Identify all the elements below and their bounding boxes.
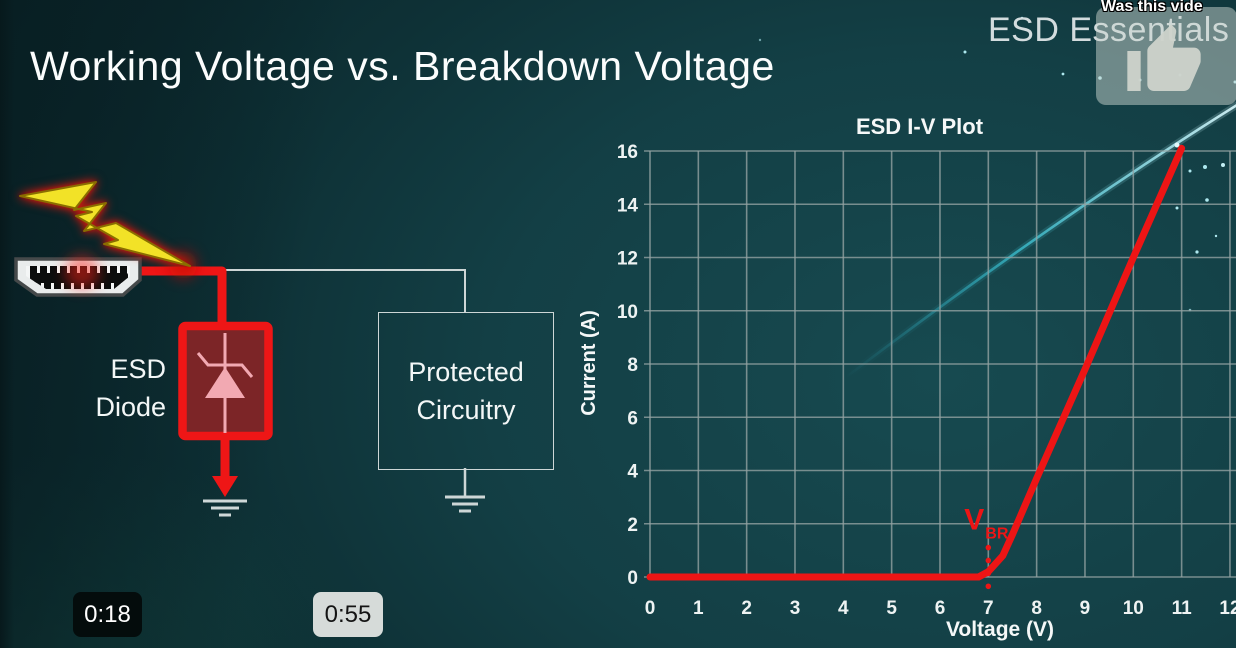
timestamp-current: 0:18 xyxy=(73,592,142,637)
x-tick-label: 12 xyxy=(1219,598,1236,619)
strike-glow xyxy=(65,255,99,289)
x-tick-label: 8 xyxy=(1031,598,1042,619)
x-tick-label: 0 xyxy=(645,598,656,619)
ground-arrow xyxy=(212,438,238,497)
x-tick-label: 2 xyxy=(741,598,752,619)
y-tick-label: 6 xyxy=(627,408,638,429)
x-tick-label: 1 xyxy=(693,598,704,619)
y-tick-label: 2 xyxy=(627,515,638,536)
timestamp-marker[interactable]: 0:55 xyxy=(313,592,383,637)
lightning-bolt-icon xyxy=(19,181,191,267)
light-streak xyxy=(844,104,1236,380)
chart-title: ESD I-V Plot xyxy=(855,114,984,139)
chart-y-axis-label: Current (A) xyxy=(578,310,600,416)
x-tick-label: 4 xyxy=(838,598,849,619)
vbr-label-subscript: BR xyxy=(985,526,1009,543)
x-tick-label: 9 xyxy=(1080,598,1091,619)
esd-shunt-wire xyxy=(140,266,227,326)
thumbs-up-icon[interactable] xyxy=(1124,21,1204,101)
x-tick-label: 11 xyxy=(1172,598,1193,619)
iv-curve xyxy=(646,144,1186,581)
y-tick-label: 4 xyxy=(627,462,638,483)
esd-diode-label: ESD Diode xyxy=(95,354,166,422)
y-tick-label: 10 xyxy=(617,302,638,323)
x-tick-label: 5 xyxy=(886,598,897,619)
x-tick-label: 7 xyxy=(983,598,994,619)
slide-title: Working Voltage vs. Breakdown Voltage xyxy=(30,43,775,90)
protected-circuitry-box: Protected Circuitry xyxy=(378,312,554,470)
y-tick-label: 12 xyxy=(617,249,638,270)
y-tick-label: 14 xyxy=(617,195,639,216)
esd-diode-symbol xyxy=(178,321,273,441)
video-feedback-card[interactable] xyxy=(1096,7,1236,105)
x-tick-label: 6 xyxy=(935,598,946,619)
x-tick-label: 3 xyxy=(790,598,801,619)
ground-icon xyxy=(445,468,485,513)
signal-wire xyxy=(226,269,466,313)
y-tick-label: 16 xyxy=(617,142,638,163)
light-streak xyxy=(842,101,1236,381)
vbr-label: V xyxy=(964,504,984,537)
video-feedback-text: Was this vide xyxy=(1101,0,1203,15)
x-tick-label: 10 xyxy=(1123,598,1144,619)
y-tick-label: 0 xyxy=(627,568,638,589)
y-tick-label: 8 xyxy=(627,355,638,376)
ground-icon xyxy=(203,499,247,517)
chart-x-axis-label: Voltage (V) xyxy=(945,618,1055,641)
circuit-diagram xyxy=(14,181,485,517)
